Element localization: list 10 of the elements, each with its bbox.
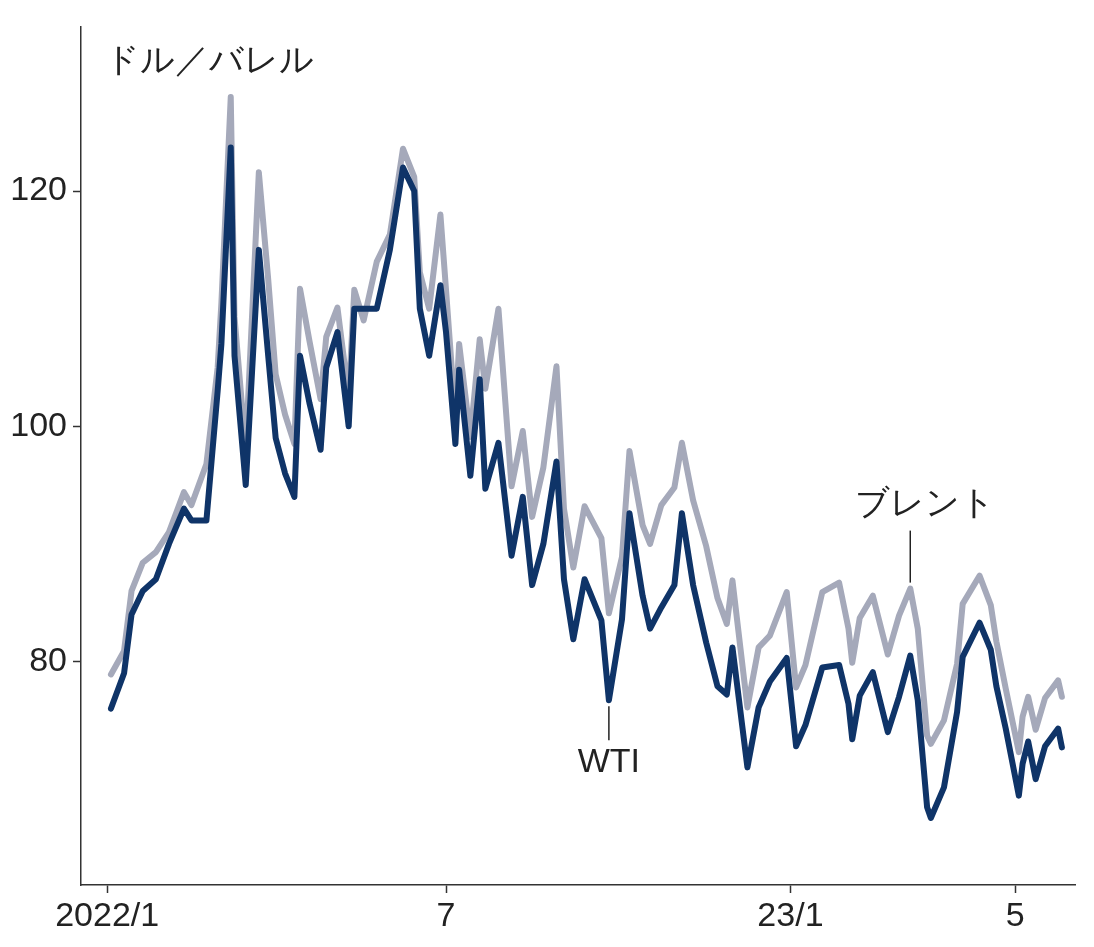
annotation: ブレント xyxy=(855,482,996,521)
annotation: WTI xyxy=(577,740,641,779)
x-tick-label: 5 xyxy=(1005,894,1025,933)
x-tick-label: 2022/1 xyxy=(55,894,160,933)
y-axis-title: ドル／バレル xyxy=(105,39,315,78)
x-tick-label: 7 xyxy=(436,894,456,933)
y-tick-label: 100 xyxy=(10,404,67,443)
y-tick-label: 80 xyxy=(29,639,67,678)
y-tick-label: 120 xyxy=(10,169,67,208)
x-tick-label: 23/1 xyxy=(757,894,824,933)
